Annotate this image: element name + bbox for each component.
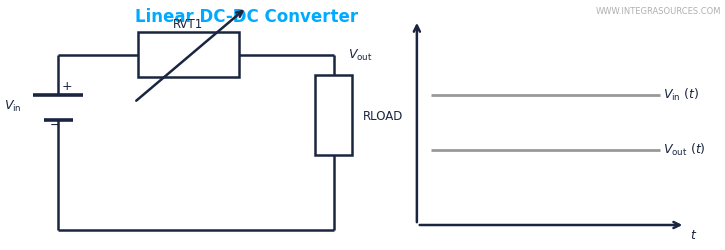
Text: $V_{\mathrm{out}}$: $V_{\mathrm{out}}$ — [348, 48, 373, 62]
Text: RLOAD: RLOAD — [362, 110, 403, 123]
Text: $V_{\mathrm{in}}$ $(t)$: $V_{\mathrm{in}}$ $(t)$ — [663, 87, 700, 103]
Text: $V_{\mathrm{out}}$ $(t)$: $V_{\mathrm{out}}$ $(t)$ — [663, 142, 706, 158]
Text: Linear DC-DC Converter: Linear DC-DC Converter — [135, 8, 358, 26]
Bar — [138, 32, 239, 78]
Text: $V_{\mathrm{in}}$: $V_{\mathrm{in}}$ — [4, 99, 21, 114]
Text: t: t — [690, 229, 695, 242]
Text: +: + — [62, 80, 72, 93]
Text: RVT1: RVT1 — [173, 18, 204, 30]
Text: WWW.INTEGRASOURCES.COM: WWW.INTEGRASOURCES.COM — [596, 8, 721, 16]
Text: −: − — [50, 118, 60, 132]
Bar — [315, 75, 352, 155]
